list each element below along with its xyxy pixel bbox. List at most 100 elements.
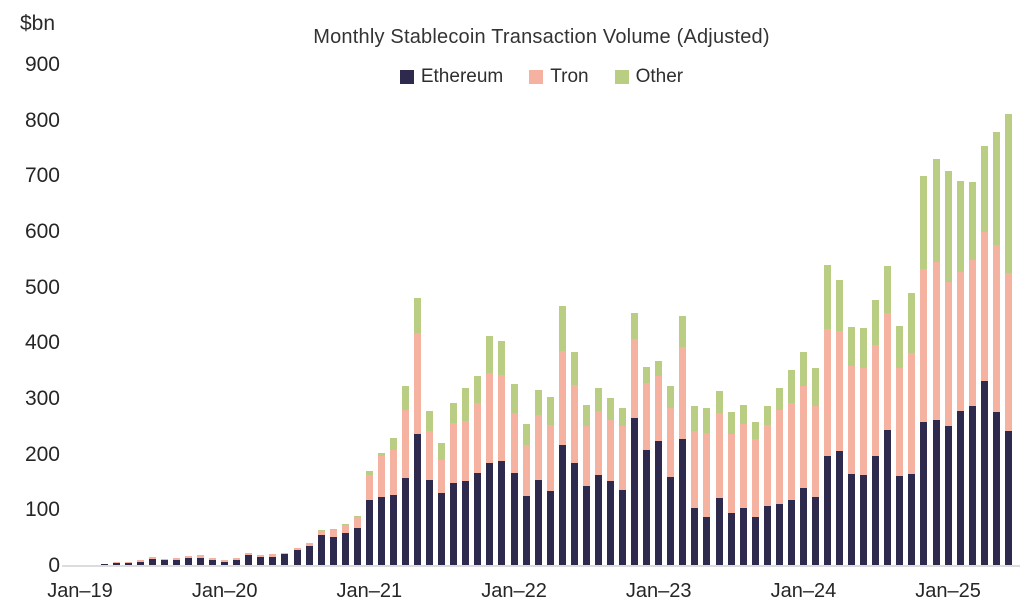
bar-segment-tron [619,426,627,490]
bar-segment-tron [643,382,651,450]
y-tick-label: 600 [24,220,60,243]
bar-Nov–21 [486,335,494,566]
bar-segment-tron [160,558,168,560]
bar-segment-tron [148,557,156,560]
bar-Dec–19 [209,558,217,566]
bar-segment-other [1004,114,1012,273]
bar-segment-ethereum [703,517,711,566]
legend-label: Ethereum [420,66,504,87]
bar-segment-ethereum [739,507,747,566]
bar-segment-other [558,305,566,352]
bar-segment-ethereum [751,517,759,566]
bar-May–19 [124,562,132,566]
y-tick-label: 800 [24,108,60,132]
bar-Oct–19 [185,556,192,566]
bar-segment-tron [980,232,988,382]
bar-segment-other [353,515,361,518]
bar-segment-other [824,265,832,330]
bar-segment-tron [607,419,614,482]
bar-Feb–20 [233,558,241,566]
legend-swatch-other [614,70,629,84]
x-tick-label: Jan–25 [915,580,981,602]
bar-segment-other [438,443,446,460]
bar-segment-ethereum [498,461,506,566]
bar-segment-ethereum [377,496,385,566]
bar-Jan–23 [655,361,663,566]
bar-segment-other [896,326,904,368]
bar-segment-tron [558,351,566,445]
bar-Aug–20 [305,542,313,566]
bar-Apr–19 [112,562,120,566]
bar-Jul–19 [148,557,156,566]
bar-segment-tron [257,554,265,558]
bar-segment-ethereum [944,426,952,566]
bar-segment-ethereum [619,489,627,566]
bar-segment-tron [221,559,229,562]
bar-segment-tron [462,421,470,481]
bar-segment-tron [920,269,928,423]
y-tick-label: 0 [48,554,60,577]
bar-segment-other [667,386,675,408]
bar-segment-other [329,529,337,530]
bar-segment-other [775,387,783,410]
bar-segment-tron [763,424,771,507]
bar-Jun–21 [426,411,434,566]
bar-Apr–23 [691,406,699,566]
bar-segment-tron [824,329,832,457]
bar-segment-ethereum [209,559,217,566]
bar-segment-tron [233,558,241,561]
bar-Jun–20 [281,552,289,566]
bar-segment-ethereum [1004,431,1012,566]
bar-Apr–24 [836,280,844,566]
bar-segment-tron [377,456,385,497]
bar-segment-other [402,386,410,410]
bar-segment-other [848,327,856,367]
bar-Nov–20 [341,524,349,566]
bar-segment-ethereum [992,411,1000,566]
bar-segment-ethereum [402,478,410,566]
bar-segment-ethereum [727,513,735,566]
y-tick-label: 500 [24,275,60,299]
bar-segment-other [956,180,964,273]
bar-segment-other [510,384,518,413]
bar-segment-ethereum [896,476,904,566]
bar-Jul–23 [727,412,735,566]
bar-segment-tron [546,425,554,492]
bar-segment-ethereum [172,559,180,566]
bar-segment-other [944,170,952,283]
bar-Sep–19 [172,558,180,566]
bar-Dec–22 [643,366,651,566]
bar-segment-ethereum [679,439,687,566]
bar-segment-other [739,404,747,424]
bar-Dec–24 [932,159,940,566]
bar-segment-tron [281,552,289,555]
x-tick-label: Jan–19 [47,580,113,602]
bar-segment-tron [799,385,807,489]
bar-segment-other [932,159,940,263]
bar-segment-tron [365,474,373,500]
bar-segment-other [498,340,506,376]
chart-legend: Ethereum Tron Other [65,66,1018,88]
bar-segment-ethereum [546,491,554,566]
bar-Nov–24 [920,176,928,566]
bar-segment-other [727,412,735,435]
bar-segment-tron [968,259,976,406]
bar-segment-ethereum [269,556,277,566]
bar-Jan–25 [944,170,952,566]
bar-segment-ethereum [594,474,602,566]
bar-segment-tron [474,402,482,474]
bar-Feb–22 [522,423,530,566]
bar-segment-tron [655,376,663,441]
bar-Apr–25 [980,146,988,566]
bar-Apr–21 [402,386,410,566]
bar-Oct–24 [908,292,916,566]
bar-segment-tron [450,422,458,484]
bar-segment-tron [438,459,446,494]
bar-segment-ethereum [389,494,397,566]
legend-swatch-tron [529,70,544,84]
bar-segment-tron [245,553,253,556]
y-tick-label: 200 [24,442,60,466]
bar-segment-tron [992,245,1000,412]
x-axis-line [62,565,1020,567]
bar-Aug–23 [739,404,747,566]
